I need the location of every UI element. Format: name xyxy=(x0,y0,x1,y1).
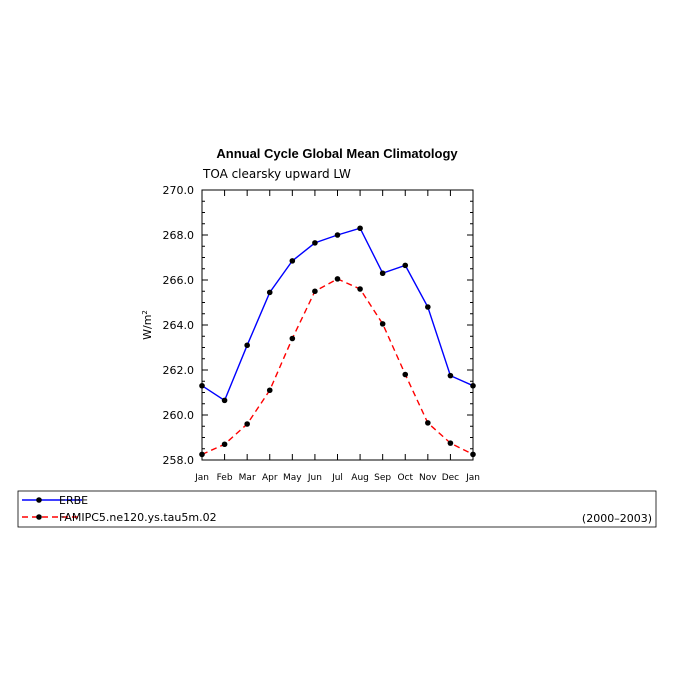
y-tick-label: 268.0 xyxy=(163,229,195,242)
x-tick-label: Oct xyxy=(397,473,413,483)
legend-marker-2 xyxy=(36,514,42,520)
data-point xyxy=(221,397,228,404)
data-point xyxy=(447,372,454,379)
y-tick-label: 270.0 xyxy=(163,184,195,197)
data-point xyxy=(244,342,250,349)
series-line-2 xyxy=(201,278,474,456)
data-point xyxy=(357,225,363,232)
y-axis-label-unit: W/m xyxy=(141,315,154,340)
data-point xyxy=(266,387,273,394)
y-tick-label: 258.0 xyxy=(163,454,195,467)
x-axis: Jan Feb Mar Apr May Jun Jul Aug Sep Oct Nov Dec Jan xyxy=(194,190,480,483)
x-tick-label: Sep xyxy=(374,473,391,483)
x-tick-label: Aug xyxy=(351,473,369,483)
y-tick-label: 264.0 xyxy=(163,319,195,332)
data-point xyxy=(221,441,228,448)
legend-label-2: FAMIPC5.ne120.ys.tau5m.02 xyxy=(59,511,217,524)
legend-box xyxy=(17,490,657,528)
y-tick-label: 266.0 xyxy=(163,274,195,287)
x-tick-label: Apr xyxy=(262,473,278,483)
data-point xyxy=(312,288,318,295)
series-line-1 xyxy=(201,227,474,402)
data-point xyxy=(199,451,205,458)
data-point xyxy=(289,258,296,264)
y-axis-label: W/m2 xyxy=(141,310,154,340)
legend: ERBE FAMIPC5.ne120.ys.tau5m.02 xyxy=(22,494,217,524)
chart-title: Annual Cycle Global Mean Climatology xyxy=(216,146,458,161)
data-point xyxy=(470,451,476,458)
data-point xyxy=(289,335,296,342)
x-tick-label: Nov xyxy=(419,473,437,483)
x-tick-label: Jan xyxy=(465,473,480,483)
x-tick-label: Mar xyxy=(239,473,256,483)
x-tick-label: Jan xyxy=(194,473,209,483)
legend-label-1: ERBE xyxy=(59,494,88,507)
data-point xyxy=(402,262,409,269)
legend-marker-1 xyxy=(36,497,42,503)
data-point xyxy=(334,276,341,282)
x-tick-label: May xyxy=(283,473,302,483)
chart-subtitle: TOA clearsky upward LW xyxy=(202,167,351,181)
data-point xyxy=(357,286,363,292)
y-axis: 258.0 260.0 262.0 264.0 266.0 268.0 270.0 xyxy=(163,184,473,467)
data-point xyxy=(334,232,341,238)
data-point xyxy=(244,421,250,427)
data-point xyxy=(402,371,409,378)
x-tick-label: Jun xyxy=(307,473,322,483)
legend-period: (2000–2003) xyxy=(582,512,652,525)
data-point xyxy=(425,420,431,426)
y-tick-label: 260.0 xyxy=(163,409,195,422)
series-layer xyxy=(199,225,476,458)
data-point xyxy=(312,240,318,246)
y-tick-label: 262.0 xyxy=(163,364,195,377)
data-point xyxy=(379,321,386,327)
x-tick-label: Feb xyxy=(217,473,233,483)
y-axis-label-superscript: 2 xyxy=(141,310,149,314)
plot-frame xyxy=(201,189,474,461)
data-point xyxy=(266,289,273,296)
data-point xyxy=(379,270,386,277)
data-point xyxy=(425,304,431,310)
x-tick-label: Dec xyxy=(442,473,459,483)
data-point xyxy=(199,382,205,389)
data-point xyxy=(470,382,476,389)
data-point xyxy=(447,440,454,446)
x-tick-label: Jul xyxy=(331,473,343,483)
